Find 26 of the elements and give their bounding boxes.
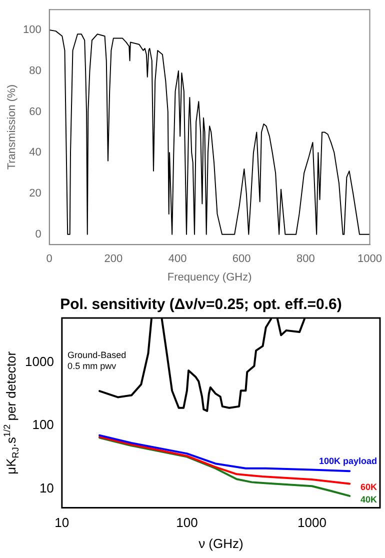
x-tick-label: 10 (54, 515, 70, 530)
y-tick-label: 100 (22, 24, 42, 36)
x-axis-title: ν (GHz) (198, 536, 244, 551)
y-tick-label: 10 (39, 480, 54, 496)
series-label: 40K (360, 494, 378, 504)
x-tick-label: 1000 (358, 253, 382, 266)
chart-title: Pol. sensitivity (Δν/ν=0.25; opt. eff.=0.6) (60, 296, 342, 314)
y-tick-label: 100 (32, 417, 54, 432)
x-tick-label: 400 (168, 253, 187, 266)
y-axis-title: Transmission (%) (6, 84, 18, 170)
y-tick-label: 80 (29, 64, 42, 77)
y-tick-label: 1000 (25, 354, 54, 369)
x-tick-label: 100 (176, 515, 198, 530)
series-label: 100K payload (318, 456, 377, 466)
y-tick-label: 40 (29, 146, 42, 159)
x-tick-label: 800 (296, 253, 315, 266)
y-tick-label: 60 (29, 106, 42, 118)
y-axis-title: μKRJ.s1/2 per detector (2, 350, 20, 474)
series-label: 60K (360, 482, 378, 492)
x-tick-label: 600 (232, 253, 251, 266)
x-tick-label: 1000 (298, 515, 326, 530)
y-tick-label: 20 (29, 188, 42, 200)
x-axis-title: Frequency (GHz) (167, 271, 252, 284)
x-tick-label: 200 (104, 253, 123, 266)
series-label: Ground-Based 0.5 mm pwv (68, 350, 126, 372)
y-tick-label: 0 (35, 228, 42, 240)
